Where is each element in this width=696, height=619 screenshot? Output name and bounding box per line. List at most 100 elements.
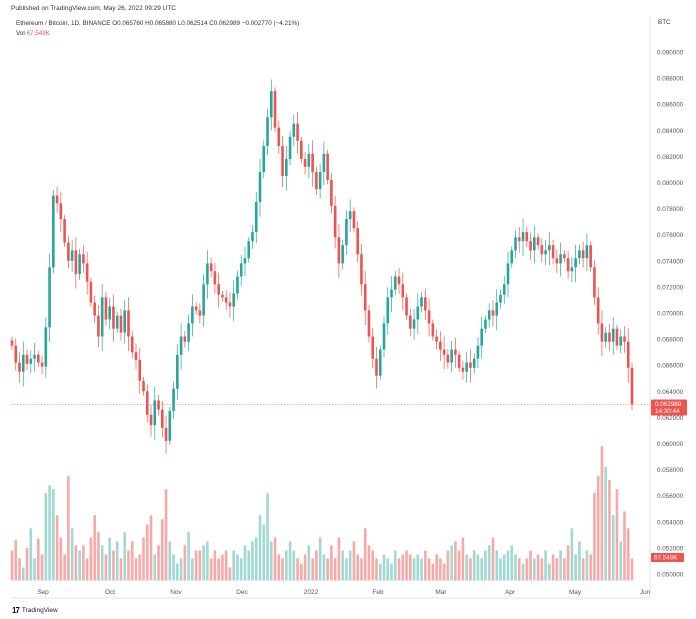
- volume-bar: [472, 550, 476, 581]
- candle-body: [348, 211, 352, 220]
- x-tick-label: Oct: [105, 589, 115, 596]
- volume-bar: [431, 563, 435, 581]
- y-tick-label: 0.088000: [657, 76, 684, 83]
- volume-bar: [600, 446, 604, 581]
- volume-bar: [29, 528, 33, 581]
- volume-bar: [179, 558, 183, 581]
- volume-bar: [356, 554, 359, 581]
- candle-body: [533, 237, 536, 251]
- volume-bar: [630, 558, 634, 581]
- candle-body: [55, 195, 59, 204]
- candle-body: [269, 91, 273, 118]
- candle-body: [59, 203, 63, 220]
- candle-body: [536, 237, 540, 246]
- candle-body: [281, 145, 284, 176]
- y-tick-label: 0.054000: [657, 519, 684, 526]
- volume-bar: [487, 545, 491, 581]
- published-caption: Published on TradingView.com, May 26, 20…: [11, 5, 177, 12]
- volume-bar: [502, 554, 506, 581]
- volume-bar: [232, 550, 235, 581]
- symbol-name[interactable]: Ethereum / Bitcoin, 1D, BINANCE: [16, 20, 111, 27]
- candle-body: [247, 241, 251, 259]
- volume-bar: [544, 550, 547, 581]
- volume-bar: [517, 558, 521, 581]
- volume-label[interactable]: Vol: [16, 30, 25, 37]
- candle-body: [615, 328, 619, 346]
- volume-legend: Vol 67.549K: [16, 30, 50, 37]
- x-tick-label: Jun: [640, 589, 651, 596]
- volume-bar: [273, 537, 277, 581]
- volume-bar: [619, 541, 623, 581]
- candle-body: [454, 349, 457, 355]
- candle-body: [311, 153, 314, 173]
- volume-bar: [108, 537, 111, 581]
- volume-bar: [236, 554, 239, 581]
- candle-body: [472, 358, 476, 368]
- volume-bar: [288, 541, 292, 581]
- candle-body: [134, 352, 138, 360]
- candle-body: [510, 250, 514, 264]
- y-tick-label: 0.074000: [657, 258, 684, 265]
- candle-body: [70, 250, 74, 261]
- volume-bar: [420, 558, 423, 581]
- volume-bar: [269, 541, 273, 581]
- volume-bar: [37, 538, 40, 581]
- volume-bar: [277, 554, 281, 581]
- volume-bar: [70, 528, 74, 581]
- candle-body: [123, 310, 127, 333]
- volume-bar: [85, 558, 89, 581]
- candle-body: [119, 315, 123, 333]
- candle-body: [491, 310, 495, 316]
- candle-body: [499, 294, 502, 303]
- volume-bar: [424, 550, 427, 581]
- candle-body: [555, 258, 559, 264]
- candle-body: [176, 354, 179, 389]
- candle-body: [187, 323, 190, 342]
- volume-bar: [112, 550, 115, 581]
- candle-body: [386, 297, 390, 324]
- volume-bar: [427, 558, 431, 581]
- volume-value: 67.549K: [26, 30, 50, 37]
- volume-bar: [194, 550, 198, 581]
- volume-bar: [570, 528, 574, 581]
- x-tick-label: Apr: [505, 589, 516, 596]
- volume-bar: [484, 550, 487, 581]
- volume-bar: [191, 558, 194, 581]
- candle-body: [142, 380, 145, 392]
- volume-bar: [67, 476, 70, 581]
- volume-bar: [183, 545, 187, 581]
- volume-bar: [315, 550, 318, 581]
- candle-body: [10, 340, 14, 346]
- last-volume-value: 67.549K: [654, 555, 678, 562]
- candle-body: [360, 254, 363, 285]
- volume-bar: [390, 563, 393, 581]
- volume-bar: [529, 550, 532, 581]
- y-tick-label: 0.090000: [657, 50, 684, 57]
- candle-body: [67, 242, 70, 261]
- candle-body: [243, 258, 247, 264]
- last-volume-tag: [651, 553, 684, 563]
- candle-body: [322, 153, 326, 173]
- volume-bar: [52, 489, 55, 581]
- candle-body: [115, 315, 119, 329]
- volume-bar: [367, 545, 371, 581]
- y-tick-label: 0.060000: [657, 441, 684, 448]
- footer-brand: 17 TradingView: [12, 606, 58, 615]
- candle-body: [104, 297, 108, 320]
- candle-body: [100, 297, 104, 337]
- candle-body: [371, 336, 375, 359]
- candle-body: [363, 284, 367, 311]
- volume-bar: [461, 537, 465, 581]
- candle-body: [112, 306, 115, 329]
- candle-body: [480, 328, 483, 346]
- candle-body: [194, 306, 198, 311]
- candle-body: [157, 400, 160, 410]
- volume-bar: [254, 537, 258, 581]
- y-tick-label: 0.080000: [657, 180, 684, 187]
- volume-bar: [581, 558, 585, 581]
- volume-bar: [55, 515, 59, 581]
- candle-body: [236, 276, 239, 294]
- candle-body: [326, 153, 329, 180]
- volume-bar: [352, 541, 356, 581]
